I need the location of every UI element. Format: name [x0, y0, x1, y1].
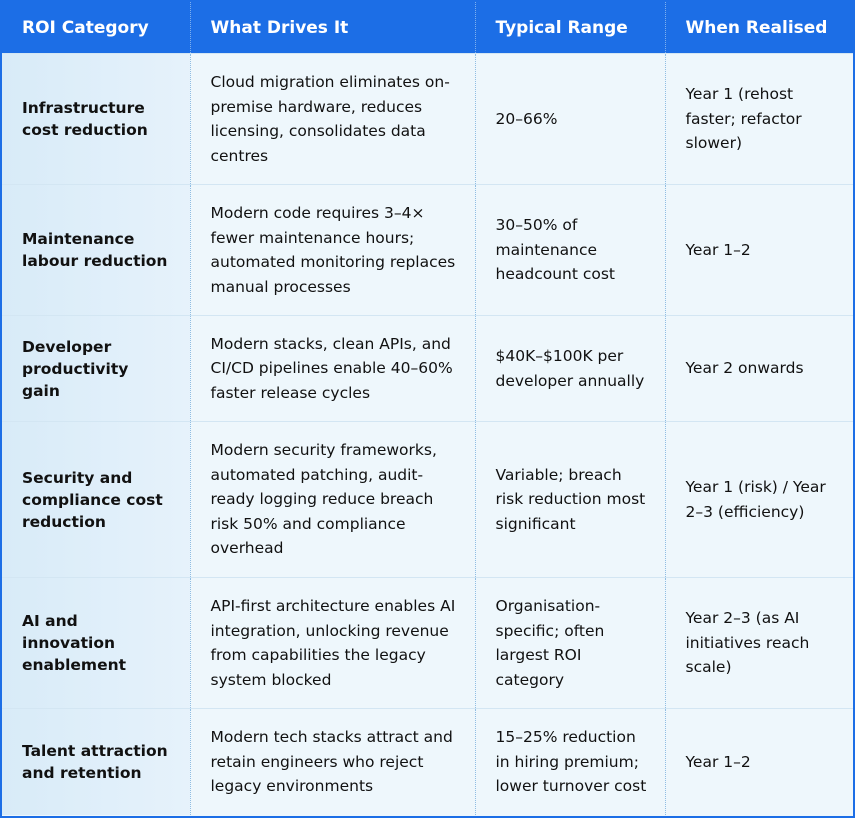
- cell: 30–50% of maintenance headcount cost: [475, 184, 666, 316]
- cell: Modern code requires 3–4× fewer maintena…: [190, 184, 476, 316]
- category-cell: Infrastructure cost reduction: [2, 53, 191, 185]
- cell: 15–25% reduction in hiring premium; lowe…: [475, 708, 666, 815]
- category-cell: Developer productivity gain: [2, 315, 191, 422]
- category-cell: AI and innovation enablement: [2, 577, 191, 709]
- table-row: AI and innovation enablement API-first ar…: [2, 577, 853, 709]
- cell: Modern security frameworks, automated pa…: [190, 421, 476, 578]
- cell: Year 2 onwards: [665, 315, 853, 422]
- cell: Year 1 (risk) / Year 2–3 (efficiency): [665, 421, 853, 578]
- table-row: Security and compliance cost reduction Mo…: [2, 421, 853, 578]
- header-cell: Typical Range: [475, 2, 666, 54]
- cell: Organisation-specific; often largest ROI…: [475, 577, 666, 709]
- cell: Year 1 (rehost faster; refactor slower): [665, 53, 853, 185]
- cell: Year 1–2: [665, 708, 853, 815]
- cell: 20–66%: [475, 53, 666, 185]
- category-cell: Maintenance labour reduction: [2, 184, 191, 316]
- header-cell: When Realised: [665, 2, 853, 54]
- table-row: Infrastructure cost reduction Cloud migra…: [2, 53, 853, 185]
- cell: API-first architecture enables AI integr…: [190, 577, 476, 709]
- category-cell: Talent attraction and retention: [2, 708, 191, 815]
- cell: Variable; breach risk reduction most sig…: [475, 421, 666, 578]
- cell: $40K–$100K per developer annually: [475, 315, 666, 422]
- table-row: Developer productivity gain Modern stacks…: [2, 315, 853, 422]
- cell: Modern stacks, clean APIs, and CI/CD pip…: [190, 315, 476, 422]
- header-cell: ROI Category: [2, 2, 191, 54]
- header-cell: What Drives It: [190, 2, 476, 54]
- cell: Cloud migration eliminates on-premise ha…: [190, 53, 476, 185]
- table-row: Maintenance labour reduction Modern code …: [2, 184, 853, 316]
- header-row: ROI Category What Drives It Typical Range W…: [2, 2, 853, 54]
- cell: Modern tech stacks attract and retain en…: [190, 708, 476, 815]
- table-row: Talent attraction and retention Modern te…: [2, 708, 853, 815]
- cell: Year 1–2: [665, 184, 853, 316]
- category-cell: Security and compliance cost reduction: [2, 421, 191, 578]
- cell: Year 2–3 (as AI initiatives reach scale): [665, 577, 853, 709]
